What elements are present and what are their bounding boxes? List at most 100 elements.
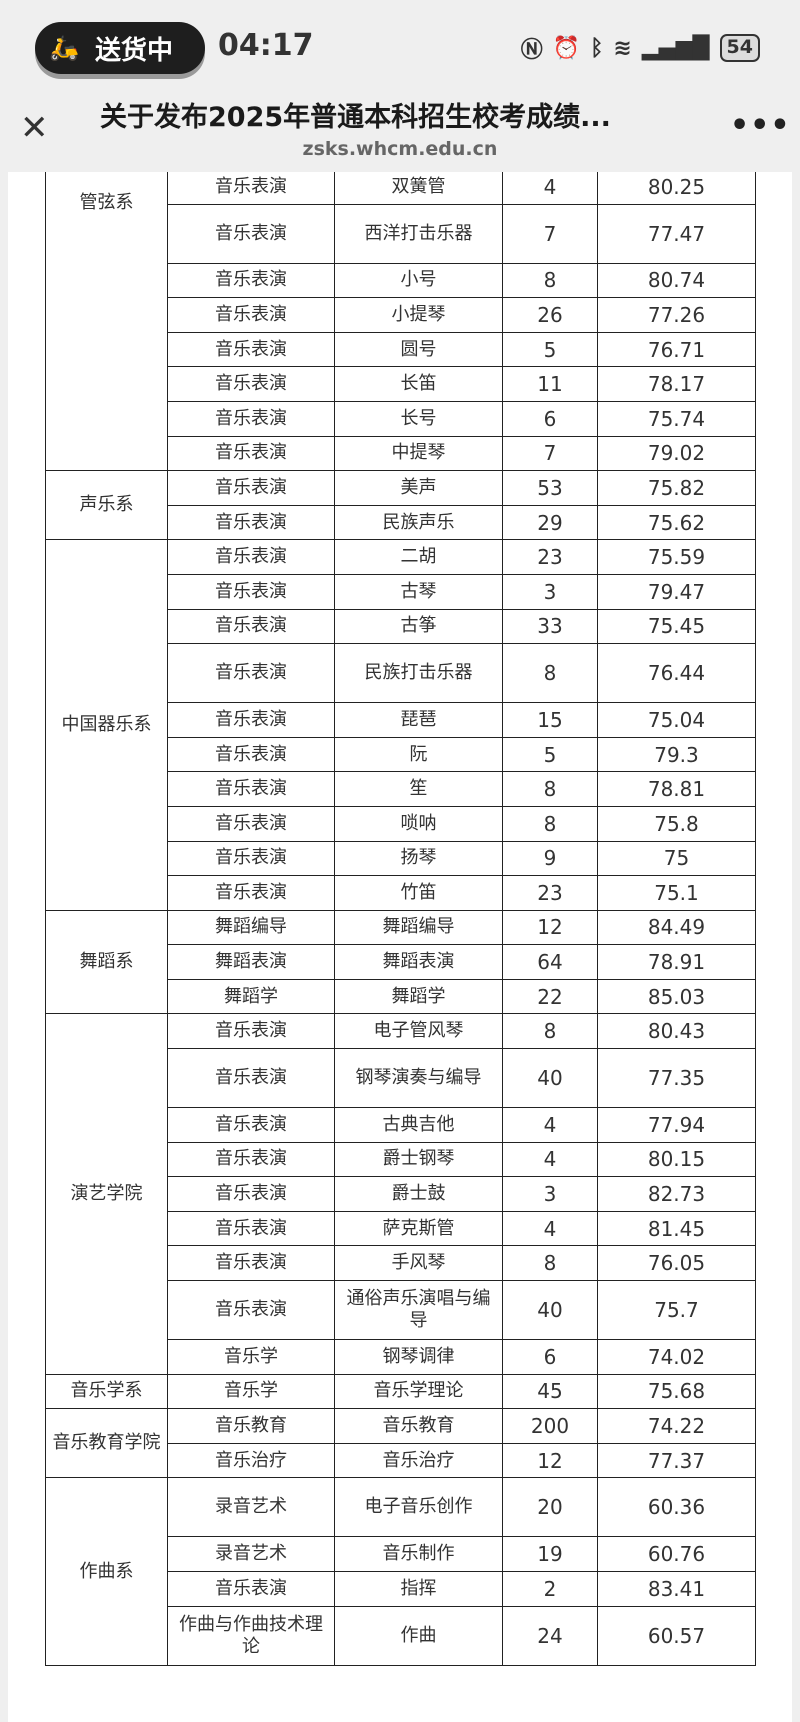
score-cell: 83.41 — [597, 1571, 756, 1607]
major-cell: 小提琴 — [334, 297, 503, 333]
major-cell: 扬琴 — [334, 840, 503, 877]
count-cell: 45 — [502, 1373, 598, 1410]
count-cell: 26 — [502, 297, 598, 333]
score-cell: 85.03 — [597, 978, 756, 1015]
major-cell: 阮 — [334, 736, 503, 773]
program-cell: 音乐表演 — [167, 331, 335, 368]
count-cell: 6 — [502, 1339, 598, 1375]
score-cell: 77.94 — [597, 1107, 756, 1143]
score-cell: 60.57 — [597, 1605, 756, 1666]
score-cell: 80.15 — [597, 1141, 756, 1178]
department-cell: 舞蹈系 — [45, 909, 168, 1015]
count-cell: 4 — [502, 1107, 598, 1143]
major-cell: 爵士钢琴 — [334, 1141, 503, 1178]
delivery-status-pill[interactable]: 🛵 送货中 — [35, 22, 205, 74]
status-bar: 🛵 送货中 04:17 Ⓝ ⏰ ᛒ ≋ ▂▄▆█ 54 — [0, 0, 800, 90]
bluetooth-icon: ᛒ — [590, 35, 604, 61]
table-row: 音乐表演 长笛 11 78.17 — [46, 366, 756, 402]
table-row: 音乐表演 竹笛 23 75.1 — [46, 875, 756, 911]
program-cell: 音乐表演 — [167, 875, 335, 911]
major-cell: 爵士鼓 — [334, 1176, 503, 1212]
program-cell: 音乐表演 — [167, 1048, 335, 1109]
major-cell: 双簧管 — [334, 172, 503, 205]
major-cell: 古典吉他 — [334, 1107, 503, 1143]
program-cell: 音乐教育 — [167, 1408, 335, 1444]
program-cell: 音乐表演 — [167, 470, 335, 506]
alarm-icon: ⏰ — [552, 35, 581, 61]
table-row: 音乐表演 圆号 5 76.71 — [46, 331, 756, 368]
major-cell: 电子管风琴 — [334, 1013, 503, 1050]
program-cell: 音乐表演 — [167, 702, 335, 738]
count-cell: 4 — [502, 172, 598, 205]
program-cell: 音乐表演 — [167, 435, 335, 472]
count-cell: 8 — [502, 1245, 598, 1282]
count-cell: 40 — [502, 1280, 598, 1341]
score-cell: 79.02 — [597, 435, 756, 472]
program-cell: 舞蹈表演 — [167, 944, 335, 980]
score-cell: 80.43 — [597, 1013, 756, 1050]
score-cell: 75.62 — [597, 504, 756, 541]
count-cell: 7 — [502, 203, 598, 264]
score-cell: 79.3 — [597, 736, 756, 773]
table-row: 音乐表演 长号 6 75.74 — [46, 400, 756, 437]
count-cell: 5 — [502, 331, 598, 368]
major-cell: 舞蹈表演 — [334, 944, 503, 980]
table-row: 音乐表演 小号 8 80.74 — [46, 262, 756, 299]
program-cell: 音乐表演 — [167, 1245, 335, 1282]
table-row: 音乐表演笙 8 78.81 — [46, 771, 756, 807]
count-cell: 3 — [502, 1176, 598, 1212]
score-cell: 76.71 — [597, 331, 756, 368]
table-row: 音乐表演 琵琶 15 75.04 — [46, 702, 756, 738]
major-cell: 美声 — [334, 470, 503, 506]
program-cell: 音乐表演 — [167, 573, 335, 610]
count-cell: 8 — [502, 262, 598, 299]
count-cell: 2 — [502, 1571, 598, 1607]
count-cell: 12 — [502, 909, 598, 946]
major-cell: 民族打击乐器 — [334, 643, 503, 704]
score-cell: 75.7 — [597, 1280, 756, 1341]
table-row: 音乐表演 民族打击乐器 8 76.44 — [46, 643, 756, 704]
nfc-icon: Ⓝ — [520, 38, 543, 63]
table-row: 音乐表演 指挥 2 83.41 — [46, 1571, 756, 1607]
major-cell: 萨克斯管 — [334, 1210, 503, 1247]
close-icon[interactable]: ✕ — [20, 108, 49, 148]
major-cell: 音乐教育 — [334, 1408, 503, 1444]
major-cell: 钢琴调律 — [334, 1339, 503, 1375]
count-cell: 64 — [502, 944, 598, 980]
major-cell: 二胡 — [334, 539, 503, 575]
more-icon[interactable]: ••• — [730, 108, 791, 143]
article-content[interactable]: 管弦系 音乐表演 双簧管 4 80.25 音乐表演 西洋打击乐器 7 77.47 音乐表演 小号 8 8… — [8, 172, 792, 1722]
table-row: 音乐表演 通俗声乐演唱与编导 40 75.7 — [46, 1280, 756, 1341]
scores-table: 管弦系 音乐表演 双簧管 4 80.25 音乐表演 西洋打击乐器 7 77.47 音乐表演 小号 8 8… — [45, 172, 756, 1666]
program-cell: 音乐表演 — [167, 203, 335, 264]
table-row: 舞蹈系 舞蹈编导 舞蹈编导 12 84.49 — [45, 909, 756, 1015]
count-cell: 7 — [502, 435, 598, 472]
program-cell: 音乐表演 — [167, 1107, 335, 1143]
program-cell: 音乐表演 — [167, 1176, 335, 1212]
table-row: 音乐表演 钢琴演奏与编导 40 77.35 — [46, 1048, 756, 1109]
major-cell: 古筝 — [334, 608, 503, 645]
department-cell: 声乐系 — [45, 470, 168, 541]
program-cell: 音乐学 — [167, 1373, 335, 1410]
table-row: 中国器乐系 音乐表演 二胡 23 75.59 — [45, 539, 756, 911]
table-row: 舞蹈表演 舞蹈表演 64 78.91 — [46, 944, 756, 980]
table-row: 音乐表演 古筝 33 75.45 — [46, 608, 756, 645]
program-cell: 音乐表演 — [167, 805, 335, 842]
count-cell: 11 — [502, 366, 598, 402]
program-cell: 音乐表演 — [167, 504, 335, 541]
table-row: 音乐表演 萨克斯管 4 81.45 — [46, 1210, 756, 1247]
score-cell: 75.8 — [597, 805, 756, 842]
count-cell: 22 — [502, 978, 598, 1015]
major-cell: 电子音乐创作 — [334, 1477, 503, 1538]
count-cell: 8 — [502, 643, 598, 704]
count-cell: 6 — [502, 400, 598, 437]
score-cell: 82.73 — [597, 1176, 756, 1212]
major-cell: 长笛 — [334, 366, 503, 402]
score-cell: 75.04 — [597, 702, 756, 738]
count-cell: 23 — [502, 875, 598, 911]
department-cell: 作曲系 — [45, 1477, 168, 1666]
major-cell: 通俗声乐演唱与编导 — [334, 1280, 503, 1341]
score-cell: 77.26 — [597, 297, 756, 333]
program-cell: 音乐表演 — [167, 840, 335, 877]
count-cell: 9 — [502, 840, 598, 877]
